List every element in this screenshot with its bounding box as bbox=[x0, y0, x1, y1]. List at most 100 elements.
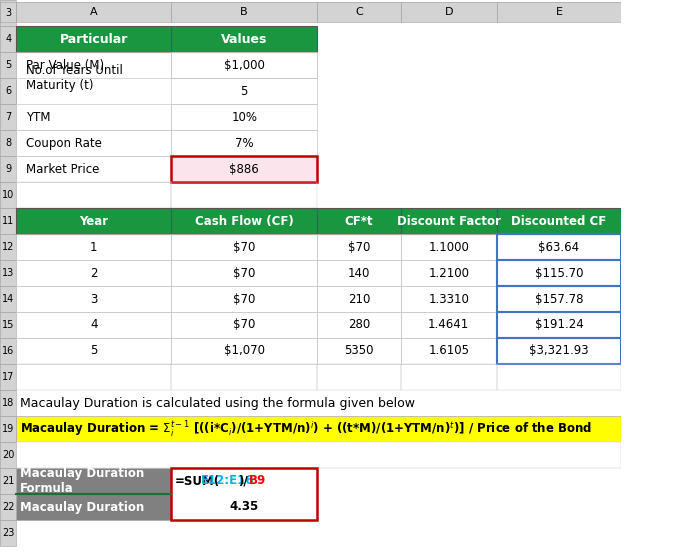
Bar bbox=[401, 364, 496, 390]
Bar bbox=[0, 286, 16, 312]
Text: 15: 15 bbox=[2, 320, 14, 330]
Text: E12:E16: E12:E16 bbox=[201, 474, 255, 488]
Bar bbox=[0, 78, 16, 104]
Text: 5: 5 bbox=[5, 60, 12, 70]
Text: 7: 7 bbox=[5, 112, 12, 122]
Bar bbox=[496, 364, 621, 390]
Text: Macaulay Duration
Formula: Macaulay Duration Formula bbox=[20, 467, 145, 495]
Bar bbox=[317, 286, 401, 312]
Text: 5: 5 bbox=[90, 345, 98, 358]
Bar bbox=[0, 182, 16, 208]
Text: B: B bbox=[240, 7, 248, 17]
Bar bbox=[16, 2, 171, 22]
Text: Macaulay Duration is calculated using the formula given below: Macaulay Duration is calculated using th… bbox=[20, 396, 415, 410]
Bar bbox=[0, 104, 16, 130]
Text: D: D bbox=[445, 7, 453, 17]
Text: 19: 19 bbox=[2, 424, 14, 434]
Text: $63.64: $63.64 bbox=[538, 241, 580, 254]
Bar bbox=[0, 0, 16, 26]
Text: A: A bbox=[90, 7, 98, 17]
Bar bbox=[317, 338, 401, 364]
Text: 1.6105: 1.6105 bbox=[428, 345, 469, 358]
Bar bbox=[171, 156, 317, 182]
Bar bbox=[0, 78, 16, 104]
Bar bbox=[401, 338, 496, 364]
Bar bbox=[317, 2, 401, 22]
Bar bbox=[16, 442, 621, 468]
Text: 3: 3 bbox=[90, 292, 98, 305]
Bar bbox=[16, 182, 171, 208]
Bar bbox=[16, 208, 171, 234]
Text: $1,070: $1,070 bbox=[224, 345, 265, 358]
Bar bbox=[496, 286, 621, 312]
Bar bbox=[0, 234, 16, 260]
Bar bbox=[401, 208, 496, 234]
Bar bbox=[401, 2, 496, 22]
Text: 5350: 5350 bbox=[344, 345, 374, 358]
Text: YTM: YTM bbox=[26, 111, 50, 123]
Bar bbox=[16, 52, 171, 78]
Bar bbox=[401, 286, 496, 312]
Bar bbox=[171, 208, 317, 234]
Bar bbox=[171, 78, 317, 104]
Bar bbox=[171, 52, 317, 78]
Bar bbox=[401, 234, 496, 260]
Bar bbox=[16, 52, 171, 104]
Bar bbox=[171, 494, 317, 520]
Bar bbox=[16, 26, 171, 52]
Text: E: E bbox=[555, 7, 563, 17]
Bar bbox=[0, 156, 16, 182]
Text: No.of Years Until
Maturity (t): No.of Years Until Maturity (t) bbox=[26, 64, 123, 92]
Bar bbox=[171, 104, 317, 130]
Text: $70: $70 bbox=[233, 292, 255, 305]
Bar bbox=[16, 260, 171, 286]
Bar bbox=[317, 286, 401, 312]
Bar bbox=[0, 390, 16, 416]
Bar bbox=[171, 468, 317, 520]
Bar bbox=[171, 208, 317, 234]
Bar bbox=[0, 416, 16, 442]
Bar bbox=[0, 130, 16, 156]
Text: Cash Flow (CF): Cash Flow (CF) bbox=[195, 215, 293, 227]
Bar bbox=[16, 234, 171, 260]
Bar bbox=[496, 208, 621, 234]
Bar bbox=[0, 26, 16, 52]
Bar bbox=[0, 442, 16, 468]
Text: 22: 22 bbox=[2, 502, 14, 512]
Bar bbox=[0, 494, 16, 520]
Text: 13: 13 bbox=[2, 268, 14, 278]
Bar bbox=[16, 416, 621, 442]
Bar bbox=[0, 156, 16, 182]
Text: 21: 21 bbox=[2, 476, 14, 486]
Bar bbox=[0, 26, 16, 52]
Bar bbox=[171, 364, 317, 390]
Bar bbox=[171, 182, 317, 208]
Bar bbox=[171, 312, 317, 338]
Bar bbox=[0, 182, 16, 208]
Bar bbox=[16, 286, 171, 312]
Bar bbox=[16, 338, 171, 364]
Text: 20: 20 bbox=[2, 450, 14, 460]
Bar bbox=[171, 338, 317, 364]
Bar bbox=[171, 52, 317, 78]
Bar bbox=[0, 208, 16, 234]
Bar bbox=[401, 364, 496, 390]
Bar bbox=[401, 338, 496, 364]
Text: 11: 11 bbox=[2, 216, 14, 226]
Text: 1: 1 bbox=[90, 241, 98, 254]
Bar bbox=[0, 130, 16, 156]
Bar bbox=[16, 104, 171, 130]
Bar bbox=[401, 2, 496, 22]
Bar bbox=[171, 52, 317, 78]
Text: 17: 17 bbox=[2, 372, 14, 382]
Bar bbox=[317, 2, 401, 22]
Bar bbox=[171, 260, 317, 286]
Bar bbox=[317, 312, 401, 338]
Bar bbox=[171, 286, 317, 312]
Bar bbox=[0, 104, 16, 130]
Bar bbox=[16, 156, 171, 182]
Bar bbox=[16, 468, 171, 520]
Bar bbox=[0, 364, 16, 390]
Bar bbox=[496, 234, 621, 260]
Bar bbox=[16, 52, 171, 78]
